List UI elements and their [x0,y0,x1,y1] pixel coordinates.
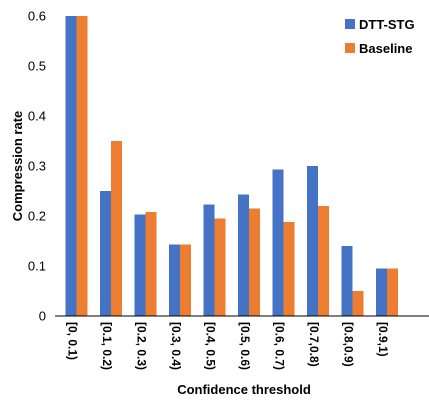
bar-dtt-stg-4 [203,204,215,316]
y-tick-label: 0.2 [28,209,46,224]
x-tick-label: [0.7,0.8) [307,322,321,367]
x-tick-label: [0.1, 0.2) [100,322,114,370]
bar-baseline-0 [76,16,88,316]
y-axis-title: Compression rate [10,111,25,222]
bar-dtt-stg-0 [65,16,77,316]
bar-dtt-stg-5 [238,194,249,316]
bar-baseline-5 [249,208,260,316]
legend-label: DTT-STG [359,17,415,32]
bar-baseline-8 [352,291,364,316]
x-tick-label: [0.6, 0.7) [272,322,286,370]
bar-baseline-7 [318,206,329,316]
bar-baseline-6 [283,222,295,316]
legend-swatch-dtt-stg [345,19,355,29]
bar-dtt-stg-8 [341,246,353,316]
bar-baseline-2 [145,212,157,316]
y-tick-label: 0.6 [28,9,46,24]
bar-baseline-4 [214,218,226,316]
x-tick-label: [0.8,0.9) [341,322,355,367]
bars-layer [65,16,398,316]
x-axis-title: Confidence threshold [177,382,311,397]
x-tick-label: [0.3, 0.4) [169,322,183,370]
y-tick-label: 0.3 [28,159,46,174]
y-tick-label: 0.4 [28,109,46,124]
bar-dtt-stg-2 [134,214,146,316]
bar-baseline-9 [387,268,398,316]
y-tick-labels: 0 0.1 0.2 0.3 0.4 0.5 0.6 [28,9,46,324]
bar-baseline-3 [180,244,191,316]
y-tick-label: 0 [39,309,46,324]
x-tick-label: [0.9,1) [376,322,390,357]
legend-swatch-baseline [345,43,355,53]
x-tick-label: [0.4, 0.5) [203,322,217,370]
legend-label: Baseline [359,41,412,56]
bar-dtt-stg-1 [100,191,111,316]
x-tick-label: [0, 0.1) [65,322,79,360]
bar-dtt-stg-9 [376,268,387,316]
x-tick-labels: [0, 0.1) [0.1, 0.2) [0.2, 0.3) [0.3, 0.4) [0… [65,322,390,370]
bar-baseline-1 [111,141,122,316]
y-tick-label: 0.5 [28,59,46,74]
x-tick-label: [0.5, 0.6) [238,322,252,370]
bar-dtt-stg-3 [169,244,180,316]
bar-dtt-stg-6 [272,169,284,316]
x-tick-label: [0.2, 0.3) [134,322,148,370]
bar-dtt-stg-7 [307,166,318,316]
y-tick-label: 0.1 [28,259,46,274]
legend: DTT-STG Baseline [345,17,415,56]
